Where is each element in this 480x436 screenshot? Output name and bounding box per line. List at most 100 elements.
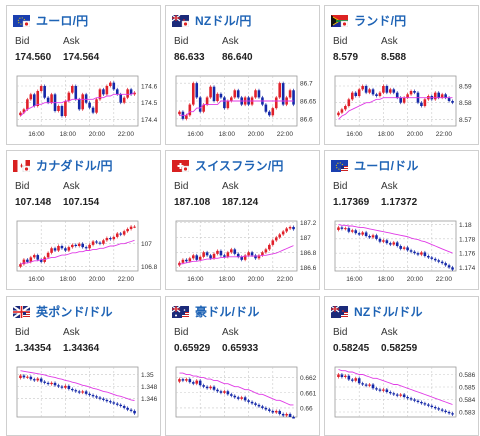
candle	[191, 83, 195, 105]
x-tick-label: 20:00	[89, 276, 106, 283]
x-tick-label: 20:00	[248, 131, 265, 138]
candle	[115, 403, 119, 405]
moving-average-line	[20, 370, 135, 401]
candle	[402, 394, 406, 397]
chart-container[interactable]: 0.662 0.661 0.66	[174, 363, 319, 433]
candle	[74, 390, 78, 392]
chart-container[interactable]: 174.6 174.5 174.4 16:00 18:00 20:00 22:00	[15, 72, 160, 142]
quote-labels: Bid Ask	[15, 36, 80, 47]
candle	[46, 382, 50, 385]
price-chart: 0.662 0.661 0.66	[175, 366, 317, 419]
candle	[205, 252, 209, 256]
price-chart: 174.6 174.5 174.4 16:00 18:00 20:00 22:00	[16, 75, 158, 138]
candle	[29, 94, 33, 100]
candle	[420, 402, 423, 404]
rate-card[interactable]: 豪ドル/ドル Bid Ask 0.65929 0.65933 0.662 0.661 0.66	[165, 296, 320, 436]
currency-pair-link[interactable]: ユーロ/ドル	[354, 158, 419, 173]
chart-container[interactable]: 1.35 1.348 1.346	[15, 363, 160, 433]
chart-container[interactable]: 187.2 187 186.8 186.6 16:00 18:00 20:00 22:00	[174, 217, 319, 287]
candle	[19, 112, 22, 116]
candle	[115, 233, 119, 237]
ask-label: Ask	[222, 36, 239, 47]
rate-card[interactable]: NZドル/円 Bid Ask 86.633 86.640 86.7 86.65 86.6 16:…	[165, 5, 320, 145]
ask-value: 107.154	[63, 197, 100, 208]
candle	[32, 255, 36, 258]
y-tick-label: 174.6	[141, 84, 158, 91]
candle	[67, 247, 71, 251]
candle	[271, 240, 275, 245]
rate-card[interactable]: NZドル/ドル Bid Ask 0.58245 0.58259 0.586 0.585 0.5…	[324, 296, 479, 436]
bid-label: Bid	[333, 36, 348, 47]
candle	[344, 375, 347, 377]
candle	[178, 379, 181, 382]
moving-average-line	[20, 92, 135, 117]
currency-pair-link[interactable]: 英ポンド/ドル	[36, 304, 113, 319]
candle	[420, 252, 423, 255]
currency-pair-link[interactable]: ユーロ/円	[36, 13, 89, 28]
rate-card[interactable]: スイスフラン/円 Bid Ask 187.108 187.124 187.2 187 186.…	[165, 150, 320, 290]
rate-card[interactable]: カナダドル/円 Bid Ask 107.148 107.154 107 106.8 16:00…	[6, 150, 161, 290]
quote-labels: Bid Ask	[174, 181, 239, 192]
candle	[98, 89, 102, 100]
bid-label: Bid	[15, 327, 30, 338]
currency-pair-link[interactable]: NZドル/円	[195, 13, 252, 28]
rate-card[interactable]: ランド/円 Bid Ask 8.579 8.588 8.59 8.58 8.57 16:00 18…	[324, 5, 479, 145]
chart-container[interactable]: 0.586 0.585 0.584 0.583	[333, 363, 478, 433]
currency-flag-icon	[171, 305, 189, 318]
candle	[395, 394, 399, 396]
currency-pair-link[interactable]: ランド/円	[354, 13, 407, 28]
rate-card[interactable]: ユーロ/円 Bid Ask 174.560 174.564 174.6 174.5 174.4…	[6, 5, 161, 145]
currency-pair-link[interactable]: スイスフラン/円	[195, 158, 284, 173]
chart-container[interactable]: 107 106.8 16:00 18:00 20:00 22:00	[15, 217, 160, 287]
rate-card[interactable]: ユーロ/ドル Bid Ask 1.17369 1.17372 1.18 1.178 1.176…	[324, 150, 479, 290]
candle	[102, 89, 105, 95]
candle	[209, 386, 212, 389]
quote-labels: Bid Ask	[15, 181, 80, 192]
candle	[413, 399, 416, 401]
price-chart: 8.59 8.58 8.57 16:00 18:00 20:00 22:00	[334, 75, 472, 138]
x-tick-label: 16:00	[346, 131, 363, 138]
y-tick-label: 0.586	[459, 372, 476, 379]
candle	[337, 112, 340, 116]
chart-frame	[334, 75, 457, 127]
candle	[57, 106, 60, 111]
chart-container[interactable]: 8.59 8.58 8.57 16:00 18:00 20:00 22:00	[333, 72, 478, 142]
currency-pair-link[interactable]: カナダドル/円	[36, 158, 113, 173]
candle	[195, 255, 199, 260]
y-tick-label: 0.661	[300, 390, 317, 397]
currency-pair-link[interactable]: NZドル/ドル	[354, 304, 423, 319]
candle	[50, 382, 53, 385]
candle	[254, 403, 257, 405]
chart-container[interactable]: 1.18 1.178 1.176 1.174 16:00 18:00 20:00 22:00	[333, 217, 478, 287]
candle	[26, 376, 29, 378]
candle	[268, 111, 271, 116]
price-chart: 107 106.8 16:00 18:00 20:00 22:00	[16, 220, 158, 283]
currency-pair-link[interactable]: 豪ドル/ドル	[195, 304, 260, 319]
candle	[385, 240, 389, 244]
quote-values: 174.560 174.564	[15, 52, 99, 63]
candle	[281, 83, 285, 105]
candle	[361, 86, 364, 90]
candle	[416, 253, 420, 255]
candle	[22, 259, 26, 265]
candle	[347, 228, 351, 232]
ask-value: 8.588	[381, 52, 407, 63]
candle	[337, 227, 340, 230]
currency-flag-icon	[330, 305, 348, 318]
y-tick-label: 0.66	[300, 405, 313, 412]
candle	[84, 94, 88, 103]
ask-value: 187.124	[222, 197, 259, 208]
y-tick-label: 1.178	[459, 236, 476, 243]
candle	[216, 250, 219, 254]
candle	[202, 252, 205, 257]
chart-container[interactable]: 86.7 86.65 86.6 16:00 18:00 20:00 22:00	[174, 72, 319, 142]
candle	[39, 259, 43, 262]
candle	[112, 402, 116, 404]
candle	[198, 256, 202, 260]
candle	[392, 89, 396, 93]
candle	[216, 389, 219, 392]
candle	[344, 106, 347, 110]
rate-card[interactable]: 英ポンド/ドル Bid Ask 1.34354 1.34364 1.35 1.348 1.34…	[6, 296, 161, 436]
candle	[230, 97, 233, 101]
candle	[375, 94, 378, 96]
